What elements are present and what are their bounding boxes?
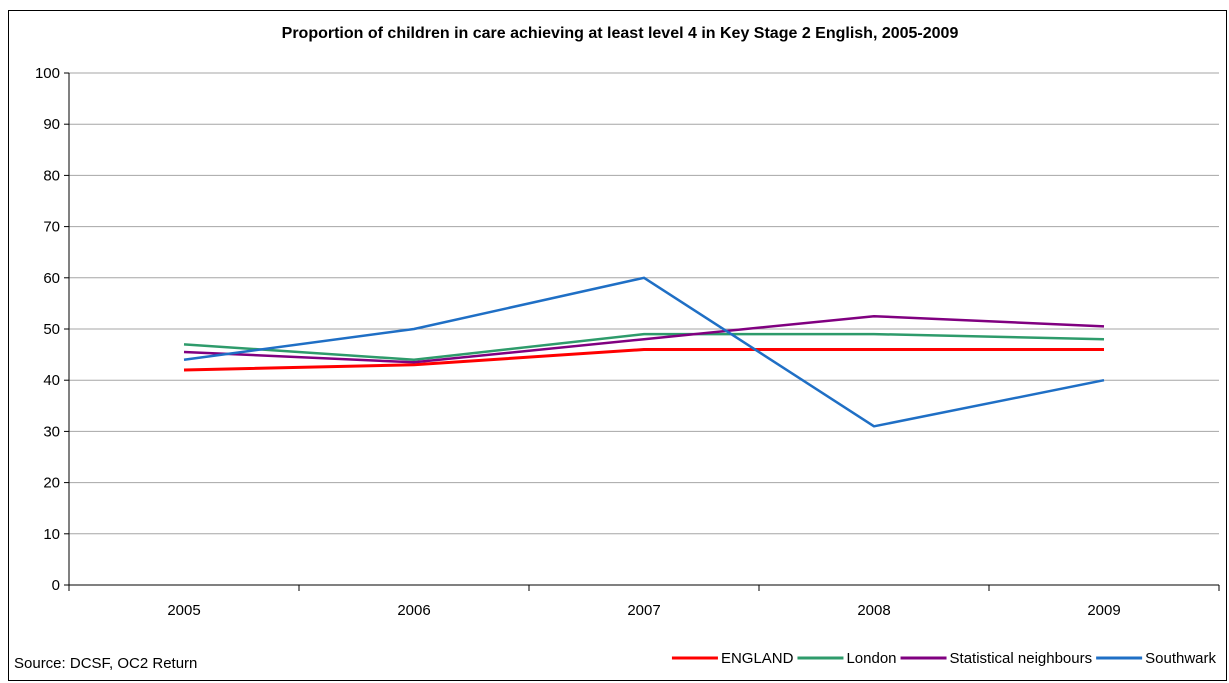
y-tick-label: 50 xyxy=(43,321,60,338)
x-tick-label: 2005 xyxy=(167,602,200,619)
legend-label: Southwark xyxy=(1145,650,1216,667)
y-tick-label: 0 xyxy=(52,577,60,594)
series-line-london xyxy=(183,332,1105,361)
x-tick-label: 2006 xyxy=(397,602,430,619)
x-tick-label: 2007 xyxy=(627,602,660,619)
y-tick-label: 20 xyxy=(43,475,60,492)
legend-label: ENGLAND xyxy=(721,650,794,667)
series-line-southwark xyxy=(183,276,1105,428)
source-note: Source: DCSF, OC2 Return xyxy=(14,655,197,672)
y-tick-label: 60 xyxy=(43,270,60,287)
series-line-statistical-neighbours xyxy=(183,314,1105,364)
grid xyxy=(69,72,1219,535)
chart-title: Proportion of children in care achieving… xyxy=(282,25,959,42)
x-tick-label: 2008 xyxy=(857,602,890,619)
y-tick-label: 10 xyxy=(43,526,60,543)
legend-label: London xyxy=(846,650,896,667)
y-tick-label: 40 xyxy=(43,372,60,389)
series-line-england xyxy=(183,348,1104,372)
y-tick-label: 30 xyxy=(43,423,60,440)
y-tick-label: 80 xyxy=(43,167,60,184)
y-tick-label: 70 xyxy=(43,219,60,236)
y-tick-label: 100 xyxy=(35,65,60,82)
legend-label: Statistical neighbours xyxy=(950,650,1093,667)
axes: 0 10 20 30 40 50 60 70 80 90 100 2005 2006 2007 2008 20… xyxy=(35,65,1220,619)
x-tick-label: 2009 xyxy=(1087,602,1120,619)
series-lines xyxy=(183,276,1105,428)
legend: ENGLAND London Statistical neighbours South… xyxy=(671,650,1216,667)
y-tick-label: 90 xyxy=(43,116,60,133)
